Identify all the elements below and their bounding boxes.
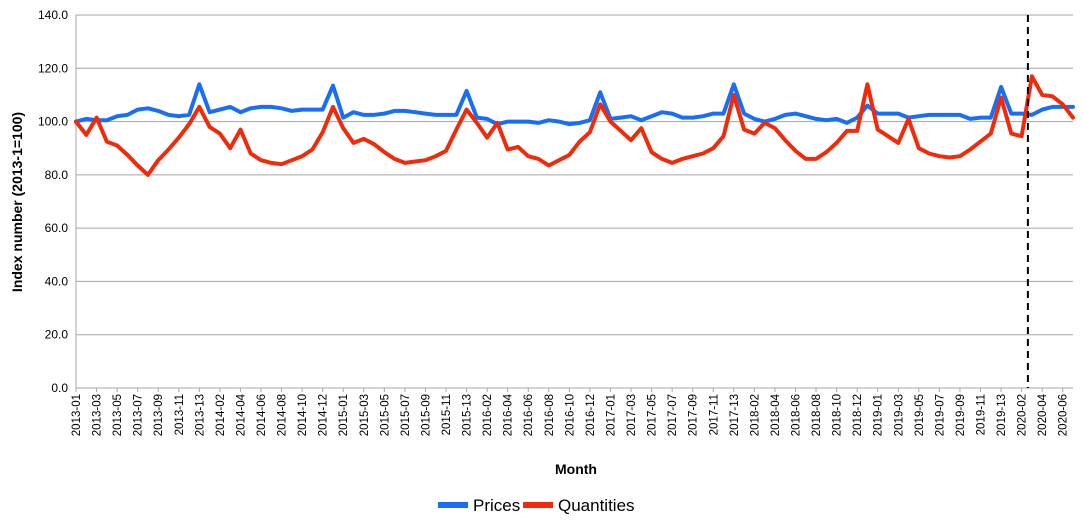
x-tick-label: 2018-08 (811, 394, 823, 436)
x-tick-label: 2018-02 (749, 394, 761, 436)
x-tick-label: 2018-12 (852, 394, 864, 436)
x-tick-label: 2013-03 (92, 394, 104, 436)
x-tick-label: 2019-09 (955, 394, 967, 436)
x-tick-label: 2019-07 (934, 394, 946, 436)
x-tick-label: 2017-11 (708, 394, 720, 435)
x-tick-label: 2019-13 (996, 394, 1008, 436)
x-tick-label: 2015-03 (359, 394, 371, 436)
x-tick-label: 2016-08 (544, 394, 556, 436)
x-tick-label: 2018-06 (790, 394, 802, 436)
x-tick-label: 2015-11 (441, 394, 453, 435)
x-tick-label: 2016-06 (523, 394, 535, 436)
legend: Prices Quantities (438, 496, 635, 515)
y-axis-title: Index number (2013-1=100) (9, 112, 25, 292)
y-tick-label: 120.0 (38, 61, 68, 75)
series-line-prices (74, 82, 1075, 127)
x-tick-label: 2014-08 (277, 394, 289, 436)
x-tick-label: 2014-12 (318, 394, 330, 436)
x-tick-label: 2014-04 (235, 393, 247, 436)
x-tick-label: 2015-09 (420, 394, 432, 436)
x-tick-label: 2020-02 (1017, 394, 1029, 436)
gridlines (75, 14, 1073, 389)
x-tick-label: 2016-04 (503, 393, 515, 436)
y-tick-label: 100.0 (38, 115, 68, 129)
x-tick-label: 2018-10 (832, 394, 844, 436)
series-lines (74, 74, 1075, 177)
x-tick-label: 2019-01 (873, 394, 885, 436)
x-tick-labels: 2013-01 2013-03 2013-05 2013-07 2013-09 2013-… (71, 388, 1070, 436)
x-tick-label: 2013-13 (194, 394, 206, 436)
x-tick-label: 2018-04 (770, 393, 782, 436)
y-tick-label: 80.0 (45, 168, 69, 182)
x-tick-label: 2013-09 (153, 394, 165, 436)
x-tick-label: 2019-05 (914, 394, 926, 436)
legend-label-quantities: Quantities (558, 496, 635, 515)
y-tick-label: 60.0 (45, 221, 69, 235)
x-tick-label: 2015-05 (379, 394, 391, 436)
x-tick-label: 2014-02 (215, 394, 227, 436)
x-tick-label: 2016-12 (585, 394, 597, 436)
x-tick-label: 2017-07 (667, 394, 679, 436)
x-tick-label: 2013-05 (112, 394, 124, 436)
x-tick-label: 2016-10 (564, 394, 576, 436)
x-tick-label: 2013-01 (71, 394, 83, 436)
y-tick-label: 0.0 (51, 381, 68, 395)
series-line-quantities (74, 74, 1075, 177)
x-tick-label: 2019-03 (893, 394, 905, 436)
x-tick-label: 2014-06 (256, 394, 268, 436)
y-tick-labels: 0.0 20.0 40.0 60.0 80.0 100.0 120.0 140.0 (38, 8, 68, 395)
x-tick-label: 2013-11 (174, 394, 186, 435)
y-tick-label: 140.0 (38, 8, 68, 22)
x-tick-label: 2020-06 (1058, 394, 1070, 436)
x-tick-label: 2019-11 (975, 394, 987, 435)
x-tick-label: 2016-02 (482, 394, 494, 436)
x-tick-label: 2017-13 (729, 394, 741, 436)
y-tick-label: 40.0 (45, 274, 69, 288)
x-tick-label: 2020-04 (1037, 393, 1049, 436)
legend-label-prices: Prices (473, 496, 520, 515)
x-tick-label: 2015-07 (400, 394, 412, 436)
x-tick-label: 2013-07 (133, 394, 145, 436)
x-tick-label: 2015-01 (338, 394, 350, 436)
y-tick-label: 20.0 (45, 328, 69, 342)
x-tick-label: 2014-10 (297, 394, 309, 436)
x-tick-label: 2015-13 (462, 394, 474, 436)
x-tick-label: 2017-09 (688, 394, 700, 436)
x-tick-label: 2017-03 (626, 394, 638, 436)
x-tick-label: 2017-05 (647, 394, 659, 436)
x-tick-label: 2017-01 (605, 394, 617, 436)
x-axis-title: Month (555, 461, 597, 477)
